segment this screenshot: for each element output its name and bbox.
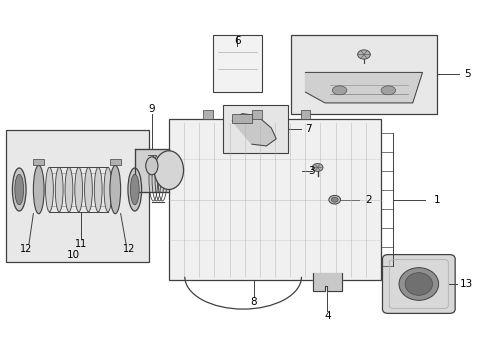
- Text: 2: 2: [365, 195, 371, 205]
- Ellipse shape: [12, 168, 26, 211]
- Ellipse shape: [55, 167, 63, 212]
- Ellipse shape: [65, 167, 73, 212]
- Ellipse shape: [45, 167, 53, 212]
- Text: 11: 11: [75, 239, 87, 249]
- Ellipse shape: [130, 174, 139, 205]
- Bar: [300, 110, 310, 119]
- Ellipse shape: [404, 273, 432, 295]
- Bar: [33, 159, 44, 166]
- Circle shape: [357, 50, 369, 59]
- Ellipse shape: [104, 167, 112, 212]
- Ellipse shape: [75, 167, 82, 212]
- Bar: [168, 119, 380, 280]
- Text: 9: 9: [148, 104, 155, 114]
- Bar: [290, 35, 436, 114]
- Text: 10: 10: [67, 250, 80, 260]
- Ellipse shape: [128, 168, 142, 211]
- Polygon shape: [312, 273, 341, 291]
- Text: 6: 6: [233, 36, 240, 46]
- Bar: [135, 149, 168, 192]
- Text: 12: 12: [122, 244, 135, 254]
- Text: 13: 13: [459, 279, 472, 289]
- Ellipse shape: [15, 174, 23, 205]
- Ellipse shape: [145, 157, 158, 175]
- Bar: [212, 35, 261, 92]
- Text: 1: 1: [433, 195, 440, 205]
- Polygon shape: [305, 72, 422, 103]
- Ellipse shape: [331, 86, 346, 95]
- Text: 5: 5: [464, 69, 470, 79]
- Text: 12: 12: [20, 244, 33, 254]
- Text: 4: 4: [324, 311, 330, 321]
- Text: 8: 8: [250, 297, 257, 307]
- Ellipse shape: [33, 165, 44, 214]
- Bar: [222, 105, 288, 153]
- Bar: [232, 114, 251, 123]
- Ellipse shape: [84, 167, 92, 212]
- Bar: [251, 110, 261, 119]
- Bar: [203, 110, 212, 119]
- Bar: [5, 130, 149, 262]
- Polygon shape: [232, 114, 276, 146]
- Ellipse shape: [398, 268, 438, 300]
- Ellipse shape: [94, 167, 102, 212]
- Ellipse shape: [110, 165, 121, 214]
- Circle shape: [328, 195, 340, 204]
- Ellipse shape: [154, 151, 183, 189]
- Text: 3: 3: [308, 166, 314, 176]
- Text: 7: 7: [305, 124, 311, 134]
- Circle shape: [330, 197, 337, 202]
- Ellipse shape: [380, 86, 395, 95]
- FancyBboxPatch shape: [382, 255, 454, 314]
- Bar: [110, 159, 121, 166]
- Circle shape: [312, 163, 323, 171]
